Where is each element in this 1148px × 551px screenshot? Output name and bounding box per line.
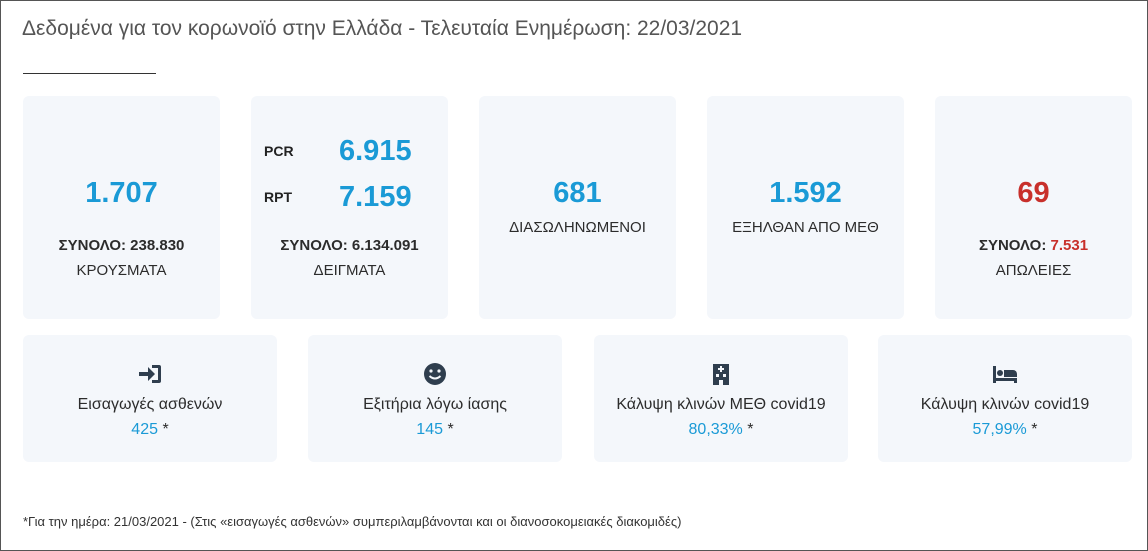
value-line: 425 * [23, 420, 277, 440]
value-line: 57,99% * [878, 420, 1132, 440]
total-line: ΣΥΝΟΛΟ: 7.531 [935, 236, 1132, 256]
test-label: RPT [264, 189, 292, 205]
total-line: ΣΥΝΟΛΟ: 6.134.091 [251, 236, 448, 256]
admissions-card: Εισαγωγές ασθενών 425 * [23, 335, 277, 462]
test-value: 6.915 [339, 135, 412, 167]
hospital-icon [713, 364, 729, 385]
daily-value: 1.707 [85, 177, 158, 209]
caption: ΔΙΑΣΩΛΗΝΩΜΕΝΟΙ [509, 219, 646, 236]
tests-card: PCR 6.915 RPT 7.159 ΣΥΝΟΛΟ: 6.134.091 ΔΕ… [251, 96, 448, 319]
caption: ΕΞΗΛΘΑΝ ΑΠΟ ΜΕΘ [732, 219, 879, 236]
total-value: 7.531 [1050, 237, 1089, 254]
caption: ΔΕΙΓΜΑΤΑ [313, 262, 386, 279]
sign-in-icon [139, 365, 161, 383]
bed-coverage-card: Κάλυψη κλινών covid19 57,99% * [878, 335, 1132, 462]
bed-icon [993, 366, 1017, 383]
total-label: ΣΥΝΟΛΟ: [280, 237, 348, 254]
label: Κάλυψη κλινών ΜΕΘ covid19 [616, 396, 826, 413]
total-value: 6.134.091 [351, 237, 419, 254]
test-value: 7.159 [339, 181, 412, 213]
icu-coverage-card: Κάλυψη κλινών ΜΕΘ covid19 80,33% * [594, 335, 848, 462]
smile-icon [424, 363, 446, 385]
daily-value: 69 [1017, 177, 1050, 209]
intubated-card: 681 ΔΙΑΣΩΛΗΝΩΜΕΝΟΙ [479, 96, 676, 319]
note-mark: * [1031, 421, 1038, 438]
value: 425 [131, 421, 158, 438]
footnote: *Για την ημέρα: 21/03/2021 - (Στις «εισα… [23, 514, 682, 529]
icu-exit-card: 1.592 ΕΞΗΛΘΑΝ ΑΠΟ ΜΕΘ [707, 96, 904, 319]
value: 57,99% [972, 421, 1027, 438]
total-line: ΣΥΝΟΛΟ: 238.830 [23, 236, 220, 256]
caption: ΑΠΩΛΕΙΕΣ [995, 262, 1072, 279]
value: 681 [553, 177, 602, 209]
label: Εισαγωγές ασθενών [77, 396, 223, 413]
cases-card: 1.707 ΣΥΝΟΛΟ: 238.830 ΚΡΟΥΣΜΑΤΑ [23, 96, 220, 319]
total-label: ΣΥΝΟΛΟ: [978, 237, 1047, 254]
test-label: PCR [264, 143, 294, 159]
label: Κάλυψη κλινών covid19 [920, 396, 1090, 413]
note-mark: * [747, 421, 754, 438]
value-line: 145 * [308, 420, 562, 440]
total-label: ΣΥΝΟΛΟ: [58, 237, 126, 254]
title-underline [23, 73, 156, 74]
discharges-card: Εξιτήρια λόγω ίασης 145 * [308, 335, 562, 462]
note-mark: * [447, 421, 454, 438]
caption: ΚΡΟΥΣΜΑΤΑ [76, 262, 167, 279]
value-line: 80,33% * [594, 420, 848, 440]
label: Εξιτήρια λόγω ίασης [363, 396, 507, 413]
value: 80,33% [688, 421, 743, 438]
value: 1.592 [769, 177, 842, 209]
page-title: Δεδομένα για τον κορωνοϊό στην Ελλάδα - … [22, 17, 743, 40]
value: 145 [416, 421, 443, 438]
total-value: 238.830 [130, 237, 185, 254]
note-mark: * [162, 421, 169, 438]
deaths-card: 69 ΣΥΝΟΛΟ: 7.531 ΑΠΩΛΕΙΕΣ [935, 96, 1132, 319]
